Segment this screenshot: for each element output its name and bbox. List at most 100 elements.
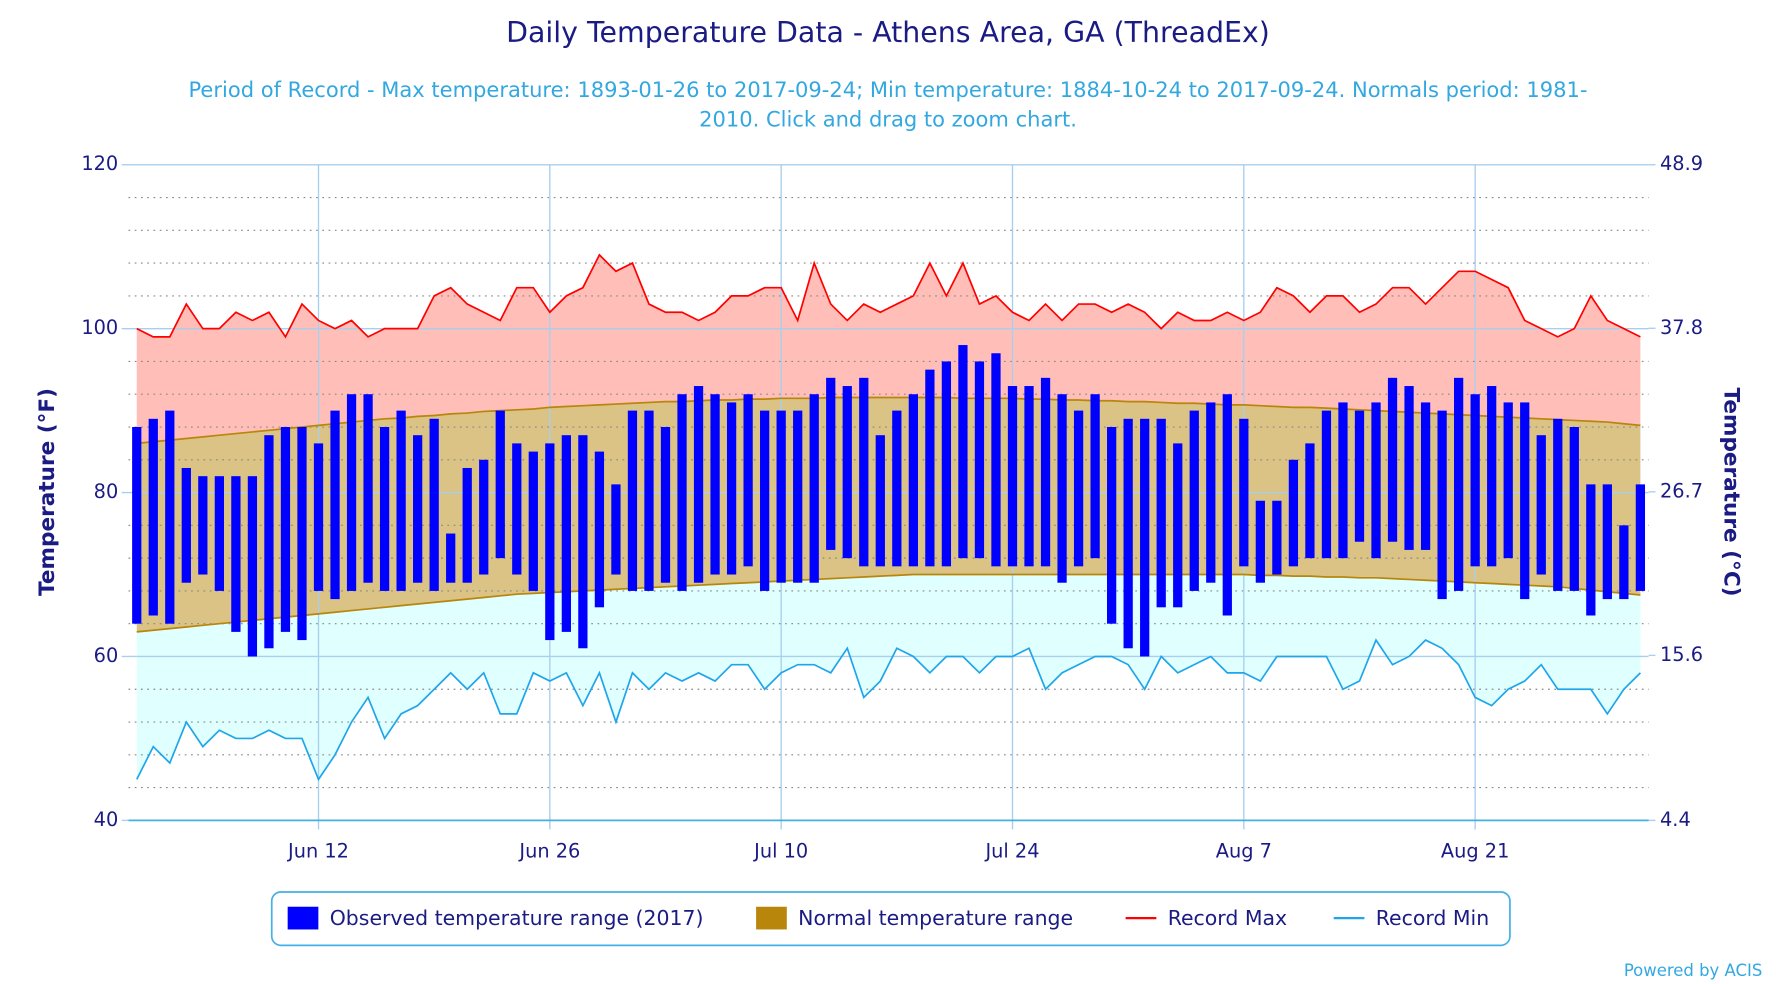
- bar: [1338, 402, 1348, 559]
- bar: [793, 410, 803, 583]
- bar: [1404, 386, 1414, 550]
- bar: [908, 394, 918, 567]
- y2-tick-label: 26.7: [1660, 479, 1703, 502]
- legend-label[interactable]: Record Min: [1376, 906, 1489, 930]
- x-tick-label: Jul 24: [984, 840, 1039, 863]
- y-tick-label: 40: [94, 808, 119, 831]
- y-tick-label: 100: [81, 316, 118, 339]
- bar: [594, 451, 605, 608]
- bar: [644, 410, 654, 591]
- bar: [1305, 443, 1315, 559]
- bar: [1156, 418, 1166, 608]
- bar: [1007, 386, 1018, 567]
- bar: [859, 377, 869, 567]
- bar: [826, 377, 836, 550]
- bar: [578, 435, 588, 649]
- x-tick-label: Aug 21: [1441, 840, 1509, 863]
- bar: [1371, 402, 1381, 559]
- bar: [1288, 459, 1299, 567]
- legend-box: [270, 891, 1511, 947]
- bar: [1255, 500, 1265, 583]
- bar: [280, 427, 291, 632]
- bar: [1602, 484, 1612, 600]
- bar: [446, 533, 456, 583]
- bar: [379, 427, 390, 591]
- bar: [413, 435, 423, 583]
- x-tick-label: Aug 7: [1216, 840, 1272, 863]
- y-axis-title: Temperature (°F): [35, 388, 60, 596]
- y2-tick-label: 37.8: [1660, 316, 1703, 339]
- record-area: [136, 574, 1641, 780]
- bar: [1387, 377, 1398, 542]
- bar: [429, 418, 439, 591]
- bar: [1024, 386, 1034, 567]
- bar: [396, 410, 406, 591]
- record-line: [136, 253, 1641, 339]
- bar: [1107, 427, 1117, 624]
- legend-label[interactable]: Record Max: [1168, 906, 1287, 930]
- record-line: [135, 638, 1641, 782]
- bar: [1553, 418, 1563, 591]
- y2-tick-label: 48.9: [1660, 152, 1703, 175]
- bar: [991, 353, 1001, 567]
- bar: [181, 467, 191, 583]
- bar: [1536, 435, 1546, 575]
- normal-low-line: [136, 573, 1641, 633]
- bar: [726, 402, 737, 575]
- bar: [1040, 377, 1051, 567]
- chart-subtitle: Period of Record - Max temperature: 1893…: [189, 77, 1588, 102]
- bar: [132, 427, 142, 624]
- bar: [1520, 402, 1530, 600]
- x-tick-label: Jul 10: [753, 840, 808, 863]
- record-area: [136, 254, 1641, 444]
- bar: [941, 361, 952, 567]
- bar: [148, 418, 158, 616]
- bar: [875, 435, 885, 567]
- bar: [1503, 402, 1513, 559]
- bar: [1206, 402, 1216, 583]
- bar: [1189, 410, 1199, 591]
- y-tick-label: 80: [94, 480, 119, 503]
- bar: [561, 435, 571, 632]
- bar: [958, 345, 968, 559]
- bar: [693, 386, 704, 583]
- bar: [1437, 410, 1447, 600]
- bar: [545, 443, 555, 641]
- bar: [512, 443, 522, 575]
- bar: [264, 435, 274, 649]
- x-tick-label: Jun 26: [518, 840, 580, 863]
- bar: [1073, 410, 1084, 567]
- bar: [198, 476, 208, 575]
- bar: [776, 410, 786, 583]
- y2-tick-label: 4.4: [1660, 808, 1691, 831]
- bar: [330, 410, 340, 600]
- bar: [313, 443, 324, 591]
- bar: [1057, 394, 1067, 583]
- bar: [1321, 410, 1332, 559]
- bar: [809, 394, 819, 583]
- bar: [660, 427, 671, 583]
- legend-swatch: [756, 906, 787, 930]
- bar: [1420, 402, 1431, 550]
- bar: [925, 369, 935, 567]
- bar: [1569, 427, 1579, 591]
- bar: [1586, 484, 1596, 616]
- chart-subtitle: 2010. Click and drag to zoom chart.: [699, 106, 1077, 131]
- bar: [363, 394, 373, 583]
- bar: [1635, 484, 1646, 591]
- legend-swatch: [287, 906, 319, 930]
- legend-label[interactable]: Observed temperature range (2017): [330, 906, 704, 930]
- bar: [247, 476, 258, 657]
- legend-label[interactable]: Normal temperature range: [798, 906, 1073, 930]
- bar: [528, 451, 538, 591]
- bar: [1173, 443, 1183, 608]
- y2-tick-label: 15.6: [1660, 643, 1703, 666]
- bar: [462, 467, 472, 583]
- bar: [1272, 500, 1282, 575]
- bar: [1454, 377, 1464, 591]
- bar: [495, 410, 505, 559]
- bar: [1123, 418, 1133, 649]
- chart-title: Daily Temperature Data - Athens Area, GA…: [506, 16, 1270, 49]
